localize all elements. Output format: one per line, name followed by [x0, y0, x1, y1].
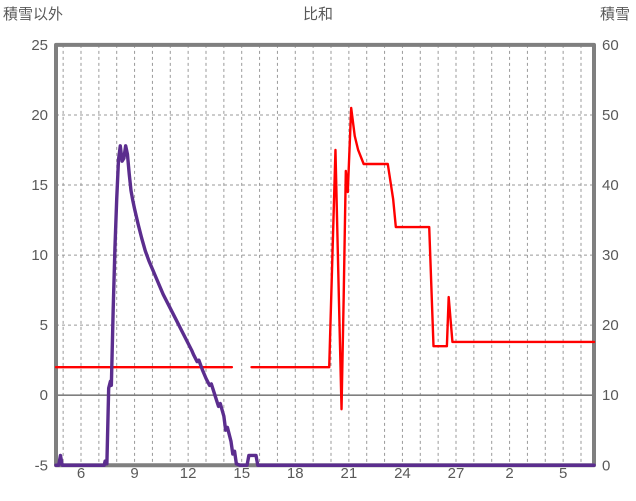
svg-text:10: 10 — [31, 247, 48, 264]
svg-text:0: 0 — [40, 387, 48, 404]
svg-text:20: 20 — [31, 107, 48, 124]
svg-text:18: 18 — [287, 465, 304, 482]
svg-text:5: 5 — [559, 465, 567, 482]
svg-text:-5: -5 — [35, 457, 48, 474]
svg-text:10: 10 — [602, 387, 619, 404]
svg-text:27: 27 — [448, 465, 465, 482]
svg-text:25: 25 — [31, 37, 48, 54]
svg-text:60: 60 — [602, 37, 619, 54]
svg-text:40: 40 — [602, 177, 619, 194]
svg-text:21: 21 — [341, 465, 358, 482]
svg-text:12: 12 — [180, 465, 197, 482]
svg-text:24: 24 — [394, 465, 411, 482]
svg-text:15: 15 — [31, 177, 48, 194]
svg-text:15: 15 — [233, 465, 250, 482]
svg-text:50: 50 — [602, 107, 619, 124]
svg-text:30: 30 — [602, 247, 619, 264]
svg-text:9: 9 — [130, 465, 138, 482]
svg-text:0: 0 — [602, 457, 610, 474]
svg-text:5: 5 — [40, 317, 48, 334]
svg-text:20: 20 — [602, 317, 619, 334]
svg-text:2: 2 — [505, 465, 513, 482]
svg-text:6: 6 — [77, 465, 85, 482]
